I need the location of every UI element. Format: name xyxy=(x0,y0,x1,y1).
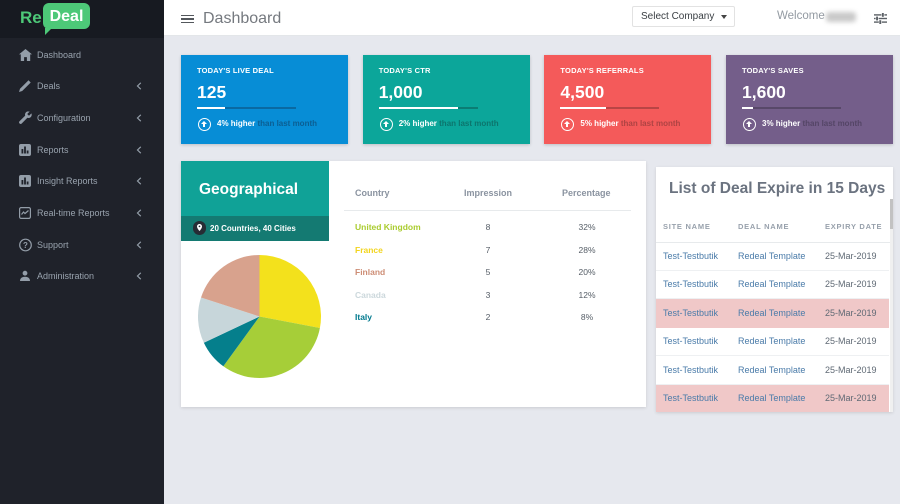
svg-text:?: ? xyxy=(23,240,28,249)
